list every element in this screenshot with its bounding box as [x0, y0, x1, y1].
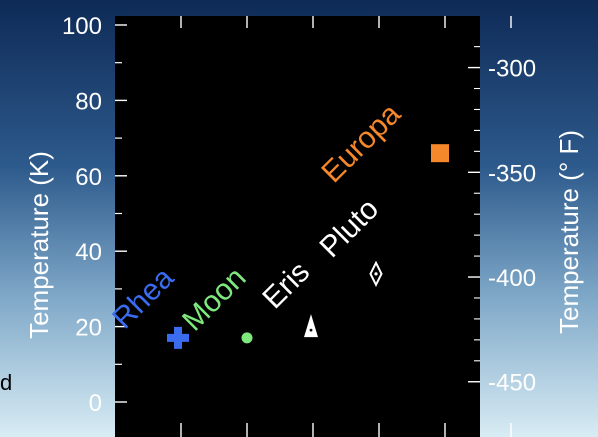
europa-marker	[431, 144, 449, 163]
left-tick-label: 60	[75, 164, 102, 191]
right-tick-label: -300	[488, 56, 536, 83]
right-axis-tick-labels: -450 -400 -350 -300	[488, 56, 536, 397]
left-tick-label: 80	[75, 88, 102, 115]
left-tick-label: 100	[62, 13, 102, 40]
left-tick-label: 40	[75, 239, 102, 266]
right-axis-ticks	[468, 46, 480, 383]
pluto-marker-dot	[374, 272, 378, 276]
eris-marker-dot	[309, 328, 313, 332]
bottom-axis-ticks	[180, 16, 512, 437]
moon-marker	[241, 332, 253, 344]
pluto-marker	[369, 260, 383, 288]
left-tick-label: 0	[89, 390, 102, 417]
right-tick-label: -350	[488, 160, 536, 187]
left-tick-label: 20	[75, 315, 102, 342]
rhea-marker	[167, 326, 189, 349]
y-axis-label-left: Temperature (K)	[24, 151, 54, 339]
left-axis-ticks	[115, 24, 127, 403]
plot-area	[115, 16, 480, 437]
eris-marker	[304, 314, 318, 338]
right-tick-label: -400	[488, 265, 536, 292]
cropped-caption-text: d	[0, 370, 13, 395]
y-axis-label-right: Temperature (° F)	[554, 130, 584, 334]
left-axis-tick-labels: 0 20 40 60 80 100	[62, 13, 102, 417]
right-tick-label: -450	[488, 370, 536, 397]
